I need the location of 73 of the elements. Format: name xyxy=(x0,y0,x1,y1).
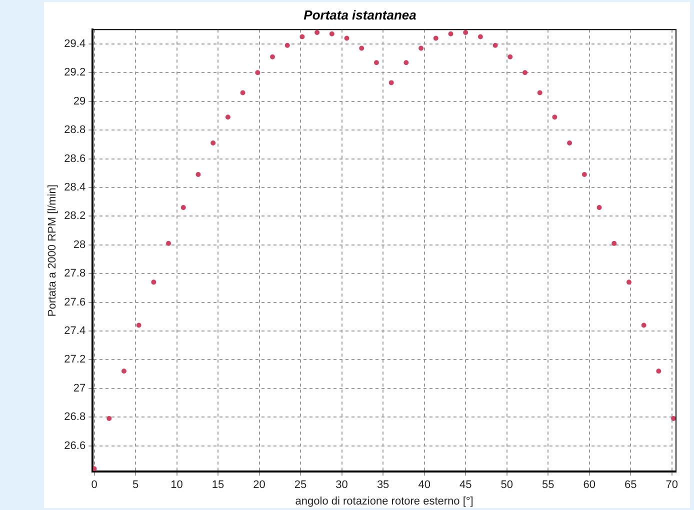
chart-title: Portata istantanea xyxy=(304,7,416,22)
x-tick-label: 70 xyxy=(666,479,678,492)
point xyxy=(596,205,602,210)
y-tick-label: 27.2 xyxy=(64,354,86,366)
x-tick-label: 5 xyxy=(132,479,139,492)
point xyxy=(270,54,275,60)
point xyxy=(166,240,172,246)
point xyxy=(225,114,230,120)
point xyxy=(210,140,216,146)
point xyxy=(92,466,97,472)
y-tick-label: 27 xyxy=(73,382,86,394)
x-tick-label: 60 xyxy=(583,479,596,492)
point xyxy=(522,70,528,76)
y-tick-label: 27.6 xyxy=(64,296,86,308)
y-tick-label: 28.2 xyxy=(64,210,86,222)
point xyxy=(121,368,126,374)
x-tick-label: 40 xyxy=(418,479,430,492)
x-tick-label: 55 xyxy=(542,479,554,492)
y-tick-label: 28 xyxy=(73,238,86,251)
point xyxy=(106,416,112,422)
y-tick-label: 29 xyxy=(73,95,86,108)
point xyxy=(196,172,201,178)
y-tick-label: 28.8 xyxy=(64,124,86,136)
x-tick-label: 10 xyxy=(170,479,183,492)
point xyxy=(388,80,394,86)
point xyxy=(537,90,542,96)
point xyxy=(418,46,424,51)
x-tick-label: 20 xyxy=(253,479,266,492)
y-tick-label: 27.8 xyxy=(64,268,86,280)
point xyxy=(151,280,156,285)
point xyxy=(552,114,558,120)
y-tick-label: 29.4 xyxy=(64,38,86,50)
point xyxy=(612,240,617,246)
point xyxy=(656,368,662,374)
point xyxy=(641,322,646,328)
point xyxy=(626,280,632,285)
point xyxy=(463,30,468,35)
point xyxy=(671,416,676,422)
x-tick-label: 65 xyxy=(624,479,637,492)
x-tick-label: 30 xyxy=(336,479,348,492)
point xyxy=(448,31,454,36)
point xyxy=(329,31,334,36)
point xyxy=(314,30,320,35)
y-tick-label: 28.6 xyxy=(64,152,86,165)
point xyxy=(404,60,409,66)
x-tick-label: 0 xyxy=(91,479,98,492)
point xyxy=(492,42,498,48)
point xyxy=(433,36,438,41)
point xyxy=(359,46,364,51)
point xyxy=(582,172,587,178)
y-tick-label: 27.4 xyxy=(64,324,86,337)
point xyxy=(240,90,246,96)
x-tick-label: 15 xyxy=(212,479,224,492)
point xyxy=(567,140,572,146)
point xyxy=(136,322,142,328)
point xyxy=(255,70,260,76)
y-tick-label: 28.4 xyxy=(64,181,86,194)
point xyxy=(508,54,513,60)
point xyxy=(180,205,186,210)
x-tick-label: 35 xyxy=(376,479,390,492)
x-tick-label: 50 xyxy=(500,479,513,492)
point xyxy=(284,42,290,48)
point xyxy=(300,34,305,40)
y-tick-label: 29.2 xyxy=(64,66,86,79)
point xyxy=(344,36,350,41)
y-tick-label: 26.6 xyxy=(64,440,86,452)
y-tick-label: 26.8 xyxy=(64,411,86,424)
x-tick-label: 45 xyxy=(459,479,472,492)
y-axis-title: Portata a 2000 RPM [l/min] xyxy=(46,184,59,317)
point xyxy=(374,60,379,66)
x-axis-title: angolo di rotazione rotore esterno [°] xyxy=(295,495,474,508)
x-tick-label: 25 xyxy=(294,479,307,492)
point xyxy=(478,34,483,40)
